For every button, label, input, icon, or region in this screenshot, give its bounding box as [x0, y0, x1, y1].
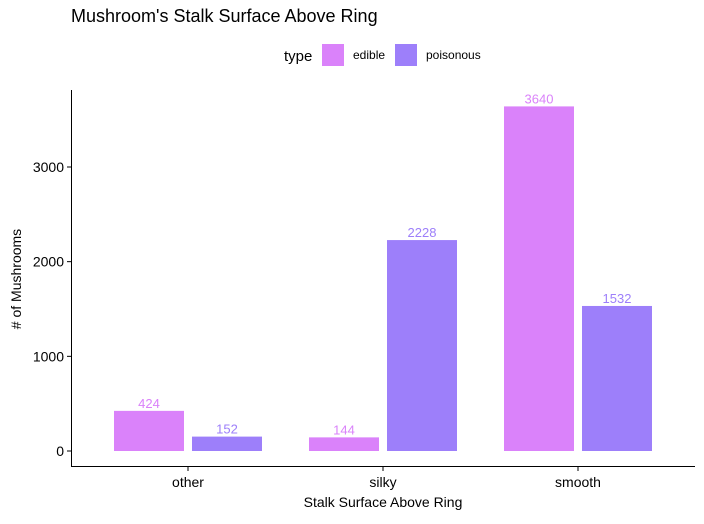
- legend: type edible poisonous: [284, 44, 481, 66]
- bar-edible-smooth: [504, 106, 574, 452]
- y-tick-label: 1000: [33, 348, 64, 364]
- x-tick-label-smooth: smooth: [555, 474, 601, 490]
- bar-edible-other: [114, 410, 184, 451]
- legend-swatch-edible: [322, 44, 344, 66]
- data-label-poisonous-other: 152: [216, 422, 238, 437]
- data-label-edible-other: 424: [138, 396, 160, 411]
- legend-label-poisonous: poisonous: [426, 48, 481, 62]
- legend-items: edible poisonous: [322, 44, 481, 66]
- x-axis-ticks: other silky smooth: [172, 466, 601, 490]
- data-labels: 424 144 3640 152 2228 1532: [138, 91, 631, 437]
- data-label-edible-smooth: 3640: [525, 91, 554, 106]
- chart-title: Mushroom's Stalk Surface Above Ring: [71, 6, 378, 26]
- legend-title: type: [284, 48, 312, 65]
- x-axis-title: Stalk Surface Above Ring: [304, 494, 463, 510]
- y-axis-title: # of Mushrooms: [8, 229, 24, 329]
- legend-label-edible: edible: [353, 48, 385, 62]
- data-label-edible-silky: 144: [333, 422, 355, 437]
- y-tick-label: 3000: [33, 159, 64, 175]
- x-tick-label-other: other: [172, 474, 204, 490]
- bars: [114, 106, 652, 452]
- x-tick-label-silky: silky: [369, 474, 396, 490]
- data-label-poisonous-smooth: 1532: [603, 291, 632, 306]
- y-tick-label: 0: [56, 443, 64, 459]
- legend-swatch-poisonous: [395, 44, 417, 66]
- bar-poisonous-other: [192, 436, 262, 451]
- bar-poisonous-silky: [387, 240, 457, 451]
- y-axis-ticks: 0 1000 2000 3000: [33, 159, 71, 459]
- data-label-poisonous-silky: 2228: [408, 225, 437, 240]
- plot-area: 424 144 3640 152 2228 1532 0 1000 2000 3000 othe…: [33, 90, 695, 490]
- y-tick-label: 2000: [33, 254, 64, 270]
- bar-poisonous-smooth: [582, 305, 652, 451]
- bar-edible-silky: [309, 437, 379, 451]
